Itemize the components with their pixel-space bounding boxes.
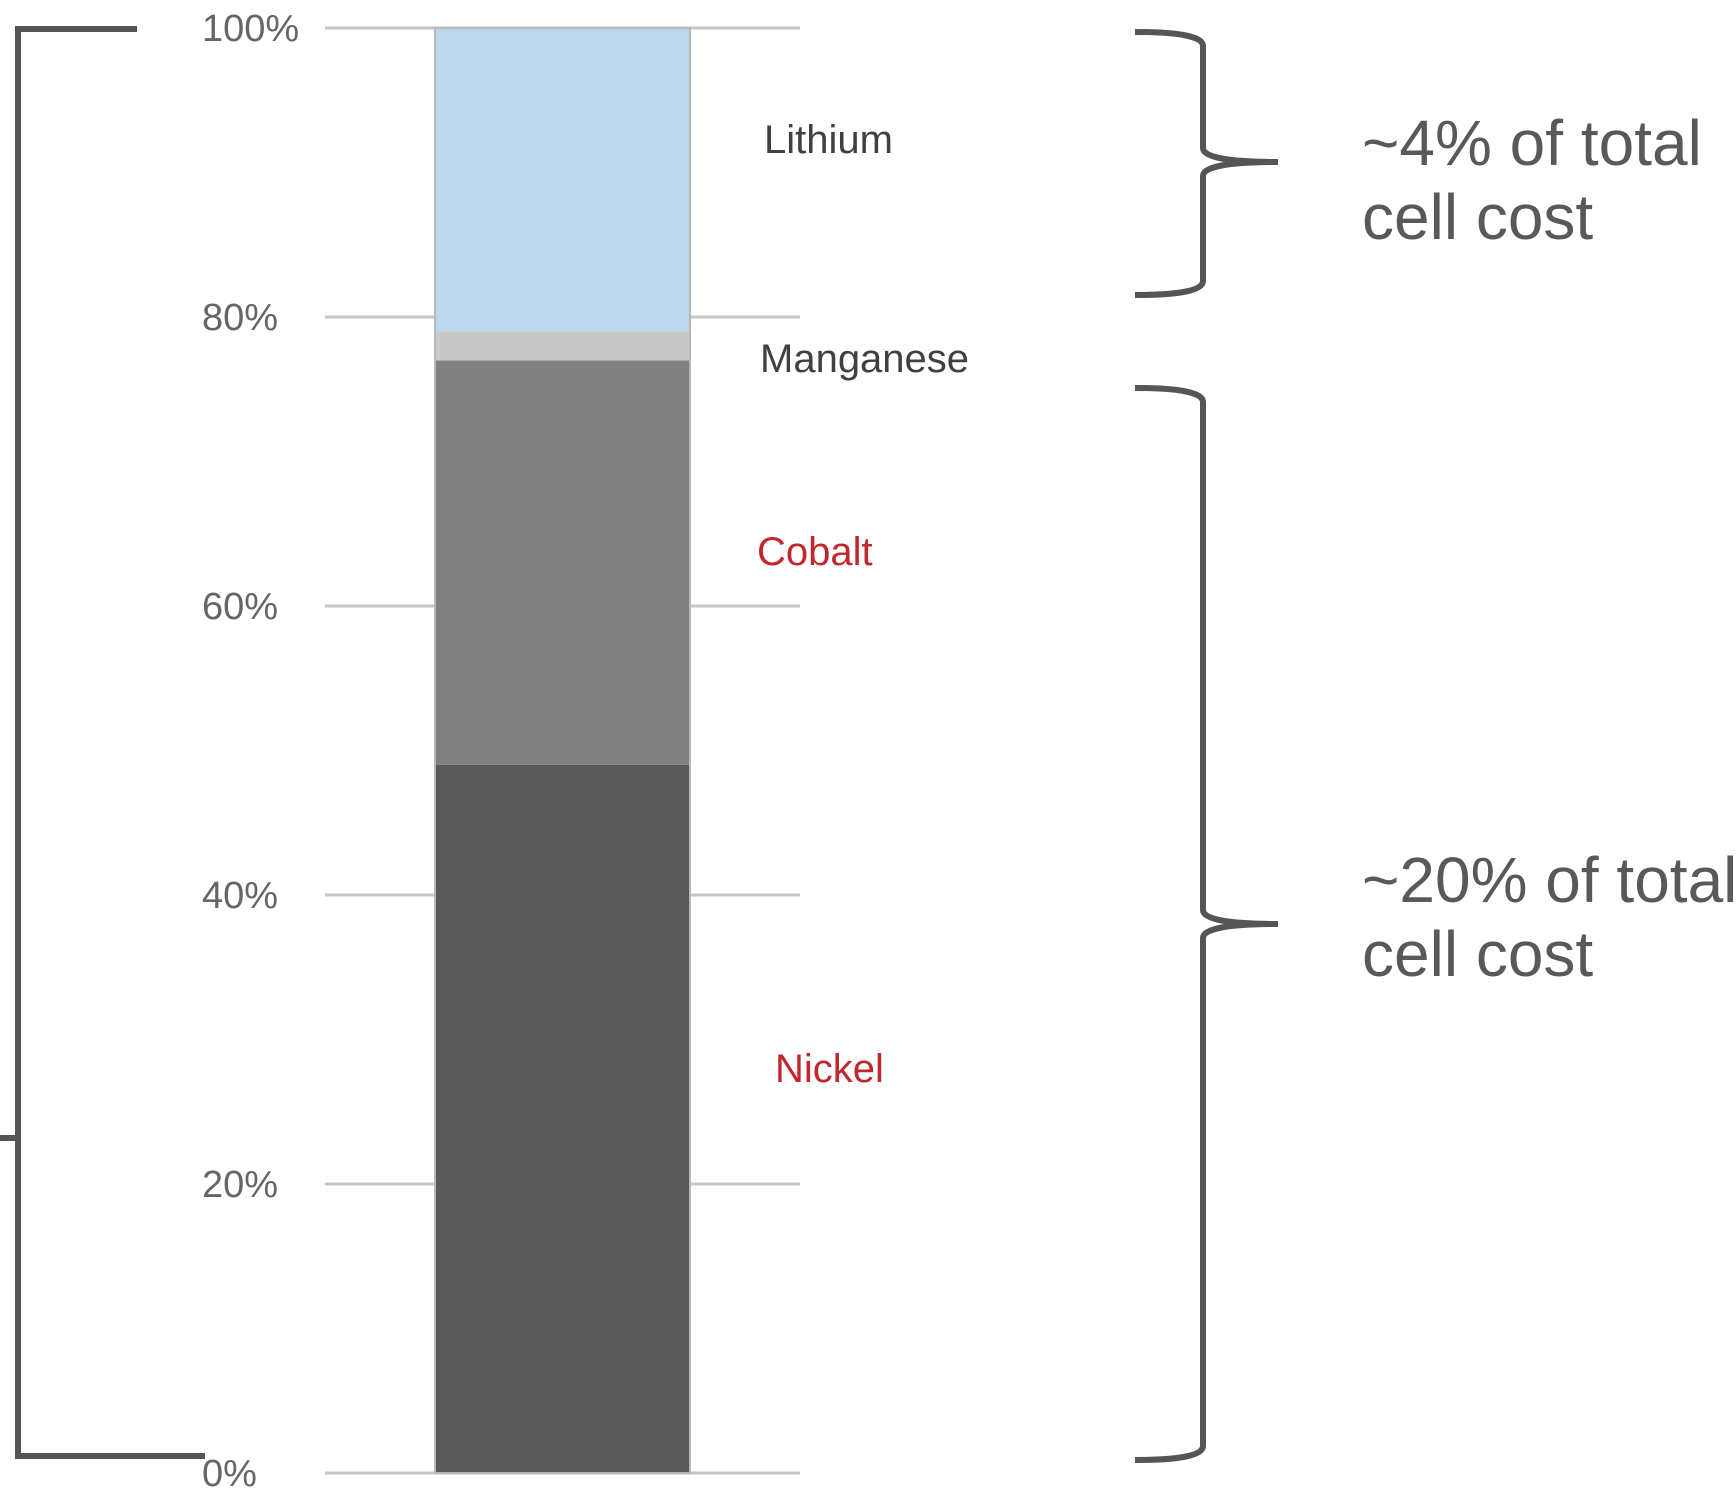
bar-segment-cobalt — [435, 360, 690, 765]
y-tick-label: 80% — [202, 297, 278, 339]
annotation-label: cell cost — [1362, 181, 1593, 253]
annotation-label: ~4% of total — [1362, 107, 1702, 179]
stacked-bar — [434, 27, 691, 1474]
segment-label-manganese: Manganese — [760, 337, 969, 381]
y-tick-label: 60% — [202, 586, 278, 628]
bar-outline — [434, 27, 691, 1474]
segment-label-cobalt: Cobalt — [757, 530, 873, 574]
annotation-label: ~20% of total — [1362, 844, 1736, 916]
y-tick-label: 20% — [202, 1164, 278, 1206]
bar-segment-nickel — [435, 764, 690, 1473]
y-tick-label: 100% — [202, 8, 299, 50]
segment-labels: Nickel Cobalt Manganese Lithium — [757, 118, 969, 1091]
annotation-label: cell cost — [1362, 918, 1593, 990]
y-axis-ticks: 0% 20% 40% 60% 80% 100% — [202, 8, 299, 1490]
bar-segment-manganese — [435, 331, 690, 361]
segment-label-lithium: Lithium — [764, 118, 893, 162]
brackets — [0, 26, 205, 1459]
bar-segment-lithium — [435, 28, 690, 332]
segment-label-nickel: Nickel — [775, 1047, 884, 1091]
y-tick-label: 40% — [202, 875, 278, 917]
curly-brace — [1134, 29, 1279, 298]
left-bracket — [0, 26, 205, 1459]
y-tick-label: 0% — [202, 1453, 257, 1490]
curly-brace — [1134, 385, 1279, 1463]
